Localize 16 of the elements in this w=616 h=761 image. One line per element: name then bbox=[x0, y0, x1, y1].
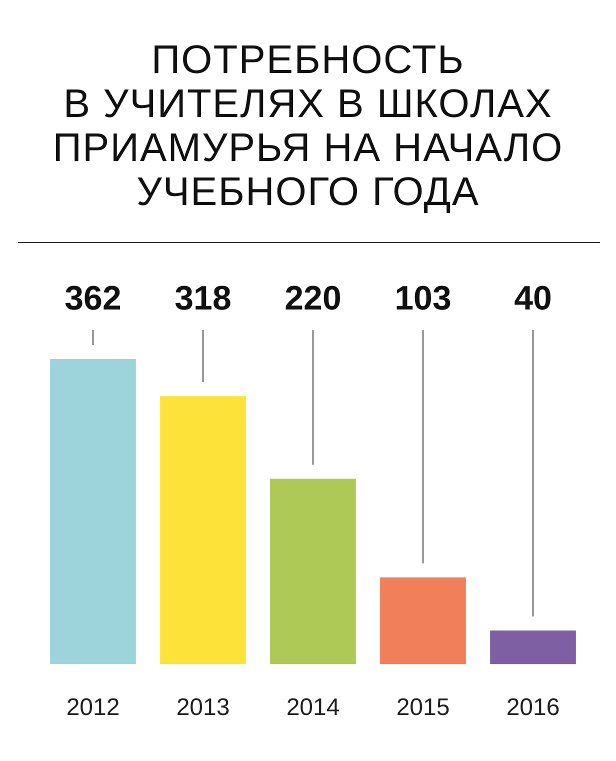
bar bbox=[50, 359, 136, 664]
data-label: 362 bbox=[64, 279, 122, 318]
bar bbox=[270, 478, 356, 664]
bar bbox=[160, 396, 246, 664]
chart-title: ПОТРЕБНОСТЬ В УЧИТЕЛЯХ В ШКОЛАХ ПРИАМУРЬЯ НА НАЧАЛО УЧЕБНОГО ГОДА bbox=[52, 38, 564, 214]
x-tick-label: 2012 bbox=[66, 694, 120, 722]
x-tick-label: 2014 bbox=[286, 694, 340, 722]
bar bbox=[380, 577, 466, 664]
data-label: 40 bbox=[514, 279, 552, 318]
x-tick-label: 2015 bbox=[396, 694, 450, 722]
x-tick-label: 2013 bbox=[176, 694, 230, 722]
x-tick-label: 2016 bbox=[506, 694, 560, 722]
data-label: 318 bbox=[174, 279, 232, 318]
data-label: 103 bbox=[394, 279, 452, 318]
data-label: 220 bbox=[284, 279, 342, 318]
bar bbox=[490, 630, 576, 664]
